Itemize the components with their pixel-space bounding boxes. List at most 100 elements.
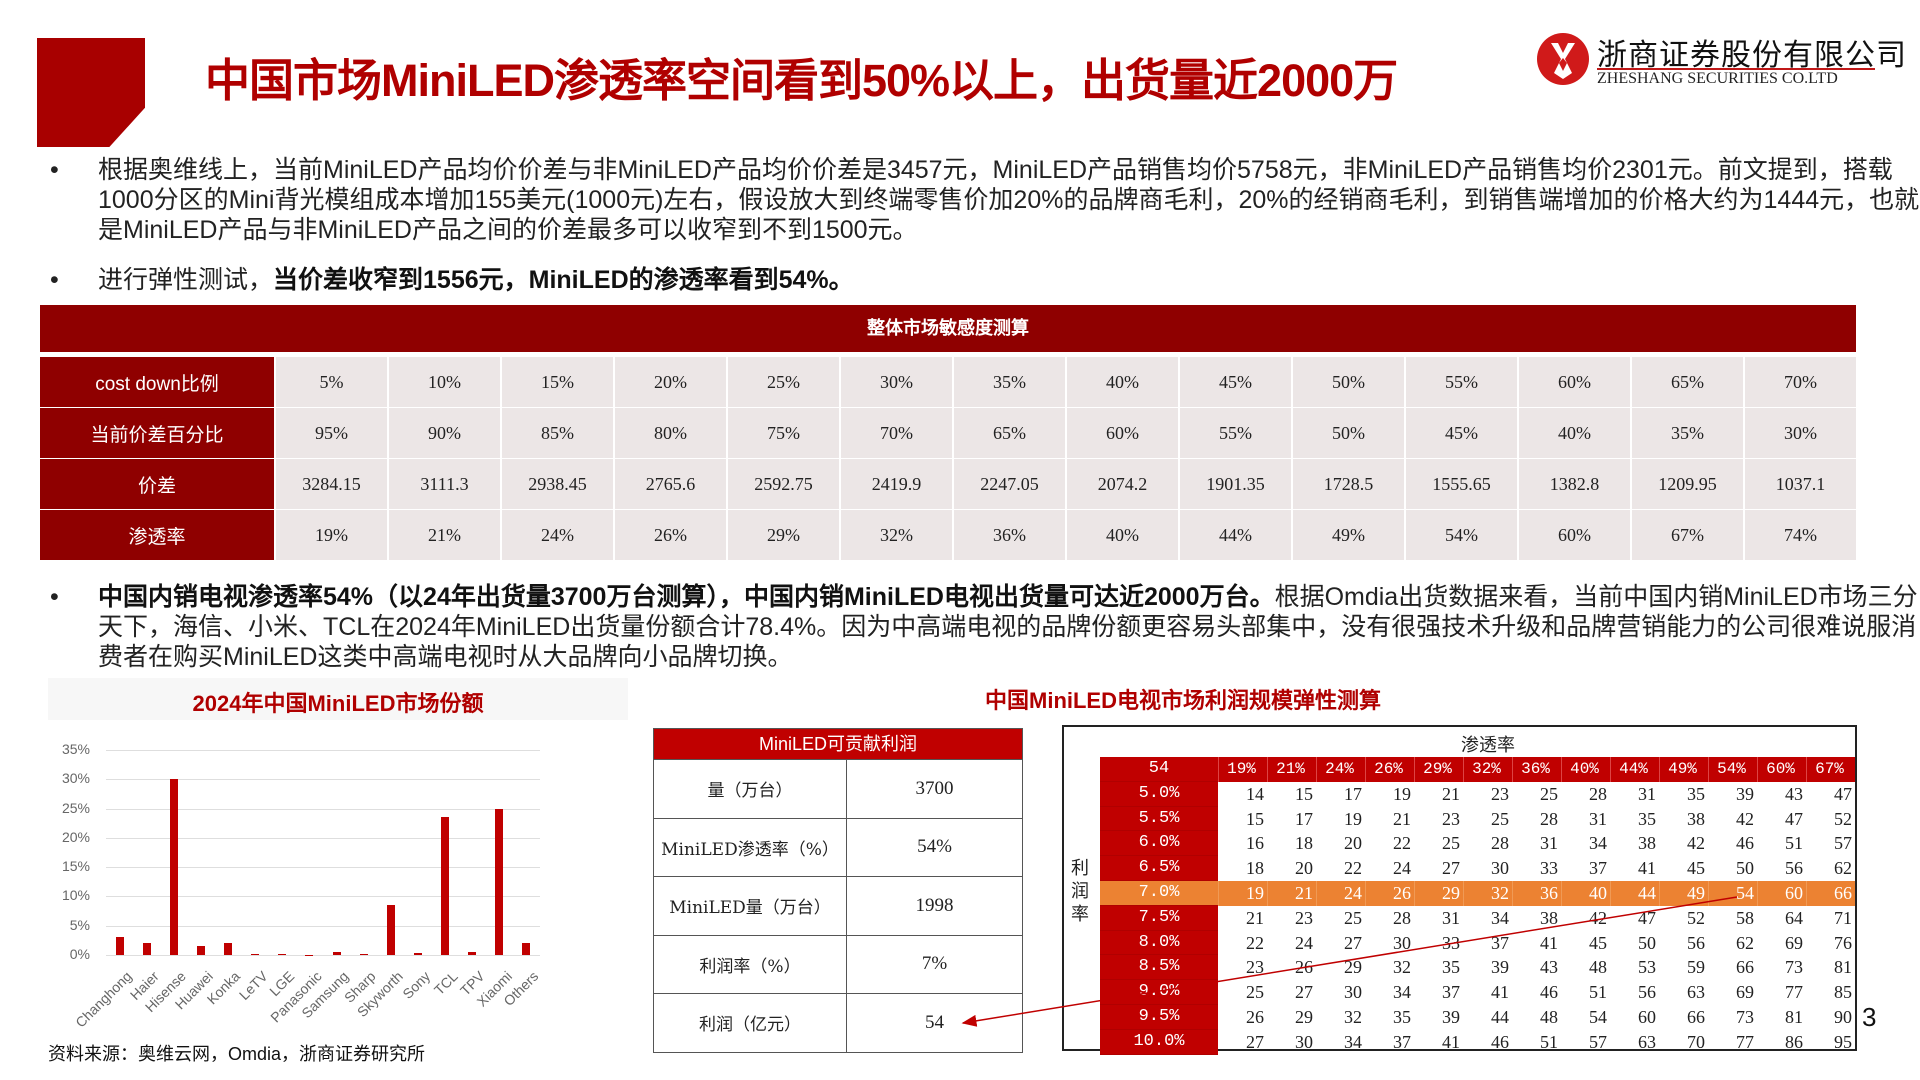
elasticity-row: 5.0% 14 15 17 19 21 23 25 28 31 35 39 43 47 bbox=[1100, 781, 1855, 807]
elasticity-column-header: 24% bbox=[1316, 757, 1365, 782]
elasticity-cell: 21 bbox=[1442, 783, 1460, 804]
profit-table-title: MiniLED可贡献利润 bbox=[654, 729, 1022, 759]
elasticity-cell: 57 bbox=[1834, 833, 1852, 854]
elasticity-column-header: 26% bbox=[1365, 757, 1414, 782]
sensitivity-cell: 60% bbox=[1067, 408, 1178, 458]
elasticity-row-label: 7.0% bbox=[1100, 880, 1218, 906]
bullet-dot: • bbox=[50, 156, 59, 184]
elasticity-row-label: 5.0% bbox=[1100, 781, 1218, 807]
elasticity-cell: 16 bbox=[1246, 833, 1264, 854]
elasticity-cell: 73 bbox=[1785, 957, 1803, 978]
elasticity-cell: 47 bbox=[1638, 907, 1656, 928]
y-tick-label: 30% bbox=[61, 770, 90, 787]
elasticity-cell: 19 bbox=[1393, 783, 1411, 804]
elasticity-cell: 95 bbox=[1834, 1031, 1852, 1052]
elasticity-table: 渗透率 利润率 54 19% 21% 24% 26% 29% 32% 36% 40% 44% 49%… bbox=[1062, 725, 1857, 1055]
elasticity-cell: 28 bbox=[1393, 907, 1411, 928]
elasticity-cell: 34 bbox=[1491, 907, 1509, 928]
elasticity-cell: 60 bbox=[1638, 1006, 1656, 1027]
bullet-text: 中国内销电视渗透率54%（以24年出货量3700万台测算），中国内销MiniLE… bbox=[98, 582, 1920, 672]
sensitivity-row-label: 价差 bbox=[40, 459, 274, 509]
sensitivity-cell: 30% bbox=[841, 357, 952, 407]
elasticity-cell: 38 bbox=[1687, 808, 1705, 829]
bar bbox=[142, 942, 151, 955]
elasticity-cell: 66 bbox=[1687, 1006, 1705, 1027]
elasticity-cell: 40 bbox=[1561, 880, 1610, 906]
chart-title-background bbox=[48, 678, 628, 720]
elasticity-cell: 36 bbox=[1512, 880, 1561, 906]
elasticity-cell: 63 bbox=[1638, 1031, 1656, 1052]
sensitivity-row-label: 渗透率 bbox=[40, 510, 274, 560]
profit-table-key: 量（万台） bbox=[654, 760, 847, 818]
profit-table-value: 54 bbox=[925, 1011, 944, 1033]
elasticity-cell: 42 bbox=[1687, 833, 1705, 854]
sensitivity-cell: 65% bbox=[954, 408, 1065, 458]
elasticity-cell: 57 bbox=[1589, 1031, 1607, 1052]
elasticity-cell: 54 bbox=[1708, 880, 1757, 906]
elasticity-cell: 73 bbox=[1736, 1006, 1754, 1027]
bar bbox=[115, 936, 124, 955]
gridline bbox=[106, 837, 540, 839]
elasticity-cell: 51 bbox=[1589, 982, 1607, 1003]
elasticity-cell: 32 bbox=[1344, 1006, 1362, 1027]
profit-table-value: 3700 bbox=[915, 777, 954, 799]
elasticity-cell: 70 bbox=[1687, 1031, 1705, 1052]
bar bbox=[359, 954, 368, 955]
elasticity-cell: 51 bbox=[1785, 833, 1803, 854]
bar bbox=[278, 954, 287, 955]
elasticity-grid: 54 19% 21% 24% 26% 29% 32% 36% 40% 44% 49% 54% 60% 67… bbox=[1100, 757, 1855, 1055]
profit-table-key: MiniLED量（万台） bbox=[654, 877, 847, 935]
bar bbox=[413, 952, 422, 955]
elasticity-column-header: 36% bbox=[1512, 757, 1561, 782]
elasticity-cell: 23 bbox=[1442, 808, 1460, 829]
elasticity-cell: 81 bbox=[1834, 957, 1852, 978]
elasticity-cell: 47 bbox=[1834, 783, 1852, 804]
profit-table-row: MiniLED量（万台） 1998 bbox=[654, 876, 1022, 935]
sensitivity-cell: 54% bbox=[1406, 510, 1517, 560]
elasticity-row: 10.0% 27 30 34 37 41 46 51 57 63 70 77 86 95 bbox=[1100, 1029, 1855, 1055]
elasticity-cell: 69 bbox=[1736, 982, 1754, 1003]
sensitivity-cell: 1209.95 bbox=[1632, 459, 1743, 509]
bar bbox=[441, 817, 450, 955]
side-label-char: 利 bbox=[1071, 858, 1089, 879]
elasticity-cell: 31 bbox=[1589, 808, 1607, 829]
sensitivity-cell: 2592.75 bbox=[728, 459, 839, 509]
sensitivity-cell: 55% bbox=[1406, 357, 1517, 407]
elasticity-cell: 56 bbox=[1785, 858, 1803, 879]
elasticity-cell: 21 bbox=[1246, 907, 1264, 928]
elasticity-cell: 29 bbox=[1295, 1006, 1313, 1027]
sensitivity-cell: 20% bbox=[615, 357, 726, 407]
elasticity-row-label: 10.0% bbox=[1100, 1029, 1218, 1055]
sensitivity-cell: 40% bbox=[1067, 510, 1178, 560]
elasticity-row-label: 6.0% bbox=[1100, 831, 1218, 857]
sensitivity-cell: 3111.3 bbox=[389, 459, 500, 509]
elasticity-cell: 77 bbox=[1736, 1031, 1754, 1052]
sensitivity-cell: 1037.1 bbox=[1745, 459, 1856, 509]
elasticity-cell: 21 bbox=[1393, 808, 1411, 829]
sensitivity-cell: 85% bbox=[502, 408, 613, 458]
elasticity-cell: 34 bbox=[1393, 982, 1411, 1003]
gridline bbox=[106, 808, 540, 810]
sensitivity-cell: 2938.45 bbox=[502, 459, 613, 509]
sensitivity-cell: 19% bbox=[276, 510, 387, 560]
elasticity-cell: 29 bbox=[1344, 957, 1362, 978]
sensitivity-cell: 50% bbox=[1293, 408, 1404, 458]
elasticity-cell: 23 bbox=[1295, 907, 1313, 928]
elasticity-row: 8.0% 22 24 27 30 33 37 41 45 50 56 62 69 76 bbox=[1100, 930, 1855, 956]
company-logo: 浙商证券股份有限公司 ZHESHANG SECURITIES CO.LTD bbox=[1537, 30, 1906, 88]
page-title: 中国市场MiniLED渗透率空间看到50%以上，出货量近2000万 bbox=[205, 55, 1398, 106]
elasticity-cell: 41 bbox=[1442, 1031, 1460, 1052]
market-share-chart: 2024年中国MiniLED市场份额 0% 5% 10% 15% 20% 25% 30% 35… bbox=[48, 678, 628, 1033]
elasticity-column-header: 40% bbox=[1561, 757, 1610, 782]
elasticity-cell: 23 bbox=[1246, 957, 1264, 978]
elasticity-cell: 45 bbox=[1589, 932, 1607, 953]
sensitivity-cell: 49% bbox=[1293, 510, 1404, 560]
elasticity-cell: 42 bbox=[1589, 907, 1607, 928]
bullet-text: 根据奥维线上，当前MiniLED产品均价价差与非MiniLED产品均价价差是34… bbox=[98, 156, 1920, 244]
elasticity-cell: 66 bbox=[1736, 957, 1754, 978]
elasticity-cell: 18 bbox=[1246, 858, 1264, 879]
sensitivity-cell: 50% bbox=[1293, 357, 1404, 407]
profit-table: MiniLED可贡献利润 量（万台） 3700 MiniLED渗透率（%） 54% Mi… bbox=[653, 728, 1023, 1053]
elasticity-cell: 31 bbox=[1638, 783, 1656, 804]
profit-section-title: 中国MiniLED电视市场利润规模弹性测算 bbox=[985, 688, 1381, 713]
